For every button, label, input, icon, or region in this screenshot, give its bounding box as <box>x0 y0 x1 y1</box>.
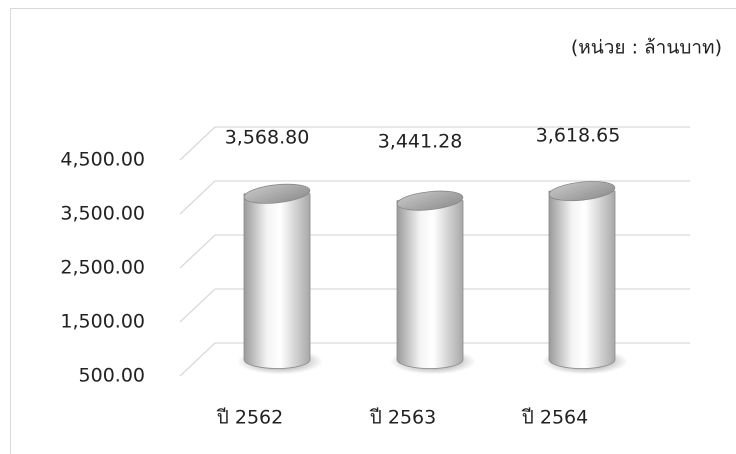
y-tick-label: 3,500.00 <box>60 203 145 225</box>
bar-top <box>396 190 464 211</box>
grid-line <box>179 342 690 377</box>
bar-top <box>243 183 311 204</box>
x-tick-label: ปี 2562 <box>216 407 283 429</box>
bar <box>243 193 311 369</box>
y-tick-label: 500.00 <box>79 365 145 387</box>
y-tick-label: 1,500.00 <box>60 311 145 333</box>
bar <box>548 190 616 369</box>
x-tick-label: ปี 2563 <box>369 407 436 429</box>
bar-top <box>548 181 616 202</box>
y-tick-label: 4,500.00 <box>60 149 145 171</box>
grid-line <box>179 288 690 323</box>
x-tick-label: ปี 2564 <box>521 407 588 429</box>
value-label: 3,618.65 <box>536 125 621 147</box>
value-label: 3,441.28 <box>378 131 463 153</box>
chart-border <box>10 8 736 454</box>
bar <box>396 200 464 369</box>
value-label: 3,568.80 <box>225 127 310 149</box>
grid-line <box>179 180 690 215</box>
grid-line <box>179 234 690 269</box>
grid-line <box>179 126 690 161</box>
y-tick-label: 2,500.00 <box>60 257 145 279</box>
unit-annotation: (หน่วย : ล้านบาท) <box>571 37 722 59</box>
